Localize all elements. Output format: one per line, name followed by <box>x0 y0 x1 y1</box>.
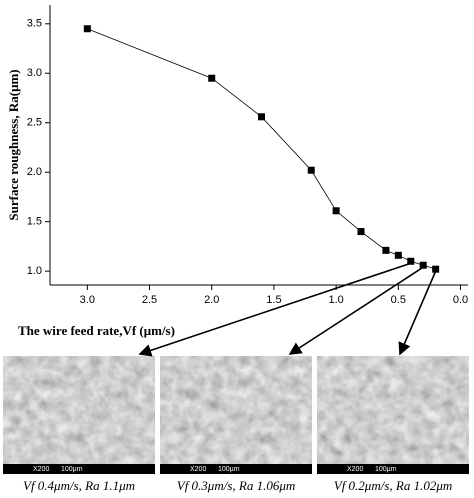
scale-bar-text: 100μm <box>218 466 240 473</box>
y-axis-label: Surface roughness, Ra(μm) <box>6 69 21 220</box>
x-tick-label: 3.0 <box>80 294 95 306</box>
data-point <box>419 261 427 269</box>
sem-image <box>316 355 470 475</box>
scale-bar-text: 100μm <box>61 466 83 473</box>
image-caption: Vf 0.3μm/s, Ra 1.06μm <box>177 478 296 493</box>
x-tick-label: 2.0 <box>204 294 219 306</box>
y-tick-label: 2.5 <box>27 117 42 129</box>
x-tick-label: 1.0 <box>328 294 343 306</box>
scale-bar-strip <box>160 464 312 474</box>
y-tick-label: 3.5 <box>27 18 42 30</box>
y-tick-label: 3.0 <box>27 67 42 79</box>
data-point <box>394 251 402 259</box>
x-tick-label: 1.5 <box>266 294 281 306</box>
sem-image <box>2 355 156 475</box>
data-line <box>87 28 436 270</box>
x-axis-label: The wire feed rate,Vf (μm/s) <box>18 323 175 338</box>
y-tick-label: 1.0 <box>27 265 42 277</box>
arrow <box>138 262 412 357</box>
scale-bar-strip <box>3 464 155 474</box>
data-point <box>407 257 415 265</box>
arrow <box>288 266 424 355</box>
data-point <box>83 25 91 33</box>
data-point <box>257 113 265 121</box>
data-point <box>382 246 390 254</box>
x-tick-label: 0.5 <box>391 294 406 306</box>
x-tick-label: 2.5 <box>142 294 157 306</box>
x-tick-label: 0.0 <box>453 294 468 306</box>
scale-text: X200 <box>33 466 49 473</box>
data-point <box>357 228 365 236</box>
data-point <box>432 265 440 273</box>
scale-text: X200 <box>347 466 363 473</box>
scale-text: X200 <box>190 466 206 473</box>
data-point <box>307 166 315 174</box>
arrow <box>398 270 437 356</box>
y-tick-label: 1.5 <box>27 216 42 228</box>
sem-image <box>159 355 313 475</box>
scale-bar-text: 100μm <box>375 466 397 473</box>
y-tick-label: 2.0 <box>27 166 42 178</box>
scale-bar-strip <box>317 464 469 474</box>
data-point <box>208 74 216 82</box>
image-caption: Vf 0.2μm/s, Ra 1.02μm <box>334 478 453 493</box>
data-point <box>332 207 340 215</box>
image-caption: Vf 0.4μm/s, Ra 1.1μm <box>23 478 135 493</box>
